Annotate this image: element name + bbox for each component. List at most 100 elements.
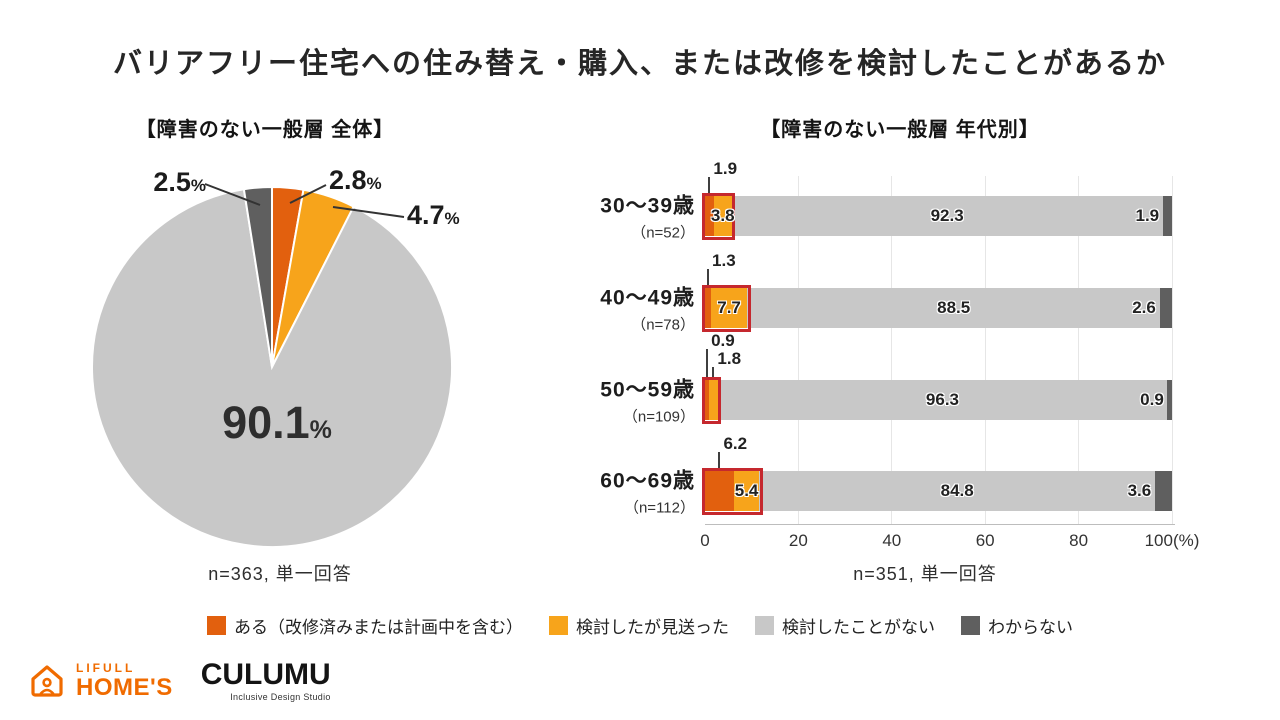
- pie-value-number: 2.8: [329, 165, 367, 195]
- percent-unit: %: [309, 416, 332, 444]
- value-label: 0.9: [711, 331, 735, 350]
- value-label: 1.9: [1135, 206, 1160, 225]
- value-label: 2.6: [1132, 298, 1156, 317]
- value-label: 5.4: [734, 481, 759, 500]
- callout-line: [708, 177, 711, 193]
- category-name: 40〜49歳: [600, 286, 695, 310]
- category-n: （n=112）: [623, 499, 695, 517]
- value-label: 3.6: [1127, 481, 1152, 500]
- pie-chart: [91, 185, 453, 548]
- category-label: 50〜59歳 （n=109）: [535, 374, 695, 427]
- legend-swatch: [549, 616, 568, 635]
- callout-line: [706, 349, 709, 377]
- highlight-box: [701, 284, 751, 332]
- bar-segment-1: [705, 288, 712, 328]
- bar-segment-1: [705, 196, 714, 236]
- bar-segment-4: [1167, 380, 1172, 420]
- bar-chart-title: 【障害のない一般層 年代別】: [760, 119, 1040, 141]
- bar-segment-3: [717, 380, 1168, 420]
- lifull-house-icon: [31, 665, 63, 697]
- homes-brand-line: HOME'S: [76, 673, 173, 701]
- category-label: 40〜49歳 （n=78）: [535, 282, 695, 335]
- pie-value-number: 90.1: [222, 397, 310, 448]
- gridline: [891, 176, 893, 524]
- bar-segment-4: [1160, 288, 1173, 328]
- page-title: バリアフリー住宅への住み替え・購入、または改修を検討したことがあるか: [112, 48, 1167, 80]
- lifull-wordmark: LIFULL HOME'S: [76, 661, 173, 701]
- legend-item-4: わからない: [961, 613, 1073, 638]
- x-tick-label: 20: [788, 531, 808, 550]
- percent-unit: %: [190, 176, 206, 195]
- percent-unit: %: [444, 209, 460, 228]
- bar-segment-4: [1162, 196, 1172, 236]
- pie-chart-title: 【障害のない一般層 全体】: [135, 119, 395, 141]
- gridline: [1078, 176, 1080, 524]
- value-label: 92.3: [930, 206, 964, 225]
- culumu-wordmark: CULUMU: [200, 658, 331, 691]
- legend-item-1: ある（改修済みまたは計画中を含む）: [207, 613, 523, 638]
- legend-swatch: [961, 616, 980, 635]
- category-name: 50〜59歳: [600, 378, 695, 402]
- x-tick-label: 100(%): [1144, 531, 1200, 550]
- value-label: 1.3: [712, 251, 736, 270]
- bar-segment-4: [1155, 471, 1172, 511]
- legend-label: わからない: [988, 618, 1073, 637]
- bar-segment-1: [705, 380, 710, 420]
- legend-item-2: 検討したが見送った: [549, 613, 729, 638]
- legend: ある（改修済みまたは計画中を含む） 検討したが見送った 検討したことがない わからない: [0, 613, 1280, 638]
- value-label: 1.8: [717, 349, 742, 368]
- category-name: 60〜69歳: [600, 469, 695, 493]
- legend-label: 検討したことがない: [782, 618, 935, 637]
- pie-value-number: 2.5: [153, 167, 191, 197]
- bar-segment-3: [747, 288, 1161, 328]
- gridline: [797, 176, 799, 524]
- x-tick-label: 0: [700, 531, 710, 550]
- category-n: （n=109）: [622, 408, 695, 426]
- bar-segment-2: [713, 196, 732, 236]
- value-label: 0.9: [1140, 390, 1164, 409]
- gridline: [1171, 176, 1173, 524]
- bar-segment-3: [731, 196, 1163, 236]
- pie-value-mioku: 4.7%: [407, 200, 460, 231]
- bar-row-4: 60〜69歳 （n=112） 6.2 5.4 84.8 3.6: [600, 434, 1172, 517]
- bar-sample-note: n=351, 単一回答: [853, 564, 997, 584]
- legend-swatch: [755, 616, 774, 635]
- category-label: 60〜69歳 （n=112）: [535, 465, 695, 518]
- callout-line: [707, 269, 710, 285]
- bar-segment-2: [709, 380, 718, 420]
- category-label: 30〜39歳 （n=52）: [535, 190, 695, 243]
- category-name: 30〜39歳: [600, 194, 695, 218]
- lifull-brand-line: LIFULL: [76, 660, 136, 675]
- culumu-logo: CULUMU Inclusive Design Studio: [200, 658, 331, 703]
- bar-row-3: 50〜59歳 （n=109） 0.9 1.8 96.3 0.9: [600, 331, 1172, 426]
- value-label: 96.3: [925, 390, 960, 409]
- x-tick-label: 80: [1069, 531, 1089, 550]
- legend-swatch: [207, 616, 226, 635]
- gridline: [984, 176, 986, 524]
- value-label: 3.8: [710, 206, 735, 225]
- bar-segment-3: [759, 471, 1156, 511]
- bar-row-2: 40〜49歳 （n=78） 1.3 7.7 88.5 2.6: [600, 251, 1173, 334]
- footer: LIFULL HOME'S CULUMU Inclusive Design St…: [26, 660, 331, 702]
- category-n: （n=78）: [631, 316, 695, 334]
- highlight-box: [701, 192, 736, 240]
- bar-chart: 0 20 40 60 80 100(%) 30〜39歳 （n=52） 1.9 3.8 92.3 1.9…: [600, 159, 1199, 550]
- callout-line: [718, 452, 721, 468]
- pie-value-number: 4.7: [407, 200, 445, 230]
- pie-value-majority: 90.1%: [182, 397, 372, 449]
- highlight-box: [701, 376, 722, 424]
- percent-unit: %: [366, 174, 382, 193]
- pie-value-aru: 2.8%: [329, 165, 382, 196]
- legend-label: 検討したが見送った: [576, 618, 729, 637]
- value-label: 88.5: [937, 298, 971, 317]
- value-label: 84.8: [940, 481, 974, 500]
- legend-item-3: 検討したことがない: [755, 613, 935, 638]
- legend-label: ある（改修済みまたは計画中を含む）: [234, 618, 523, 637]
- highlight-box: [701, 467, 763, 515]
- lifull-homes-logo: LIFULL HOME'S: [26, 660, 173, 702]
- pie-value-wakaranai: 2.5%: [120, 167, 206, 198]
- culumu-subtitle: Inclusive Design Studio: [230, 692, 331, 702]
- callout-line: [712, 367, 715, 377]
- bar-row-1: 30〜39歳 （n=52） 1.9 3.8 92.3 1.9: [600, 159, 1172, 242]
- bar-segment-2: [733, 471, 760, 511]
